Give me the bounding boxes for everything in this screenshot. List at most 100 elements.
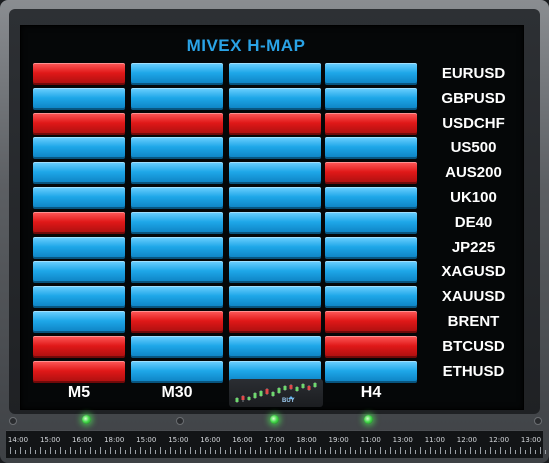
signal-cell-btcusd-sell[interactable]	[33, 335, 125, 358]
signal-cell-ethusd-buy[interactable]	[229, 360, 321, 383]
ruler-tick	[330, 447, 331, 454]
signal-cell-uk100-buy[interactable]	[131, 187, 223, 209]
time-axis-label: 13:00	[520, 436, 542, 444]
ruler-tick	[295, 450, 296, 454]
signal-cell-btcusd-buy[interactable]	[131, 335, 223, 358]
signal-cell-uk100-buy[interactable]	[229, 187, 321, 209]
ruler-tick	[365, 450, 366, 454]
signal-cell-ethusd-buy[interactable]	[131, 360, 223, 383]
ruler-tick	[105, 450, 106, 454]
signal-cell-usdchf-sell[interactable]	[131, 112, 223, 135]
ruler-tick	[355, 450, 356, 454]
signal-cell-gbpusd-buy[interactable]	[33, 87, 125, 110]
signal-cell-xagusd-buy[interactable]	[325, 261, 417, 284]
ruler-tick	[205, 450, 206, 454]
signal-cell-us500-buy[interactable]	[131, 137, 223, 160]
symbol-label: ETHUSD	[442, 362, 505, 380]
time-axis-label: 15:00	[39, 436, 61, 444]
symbol-label: BRENT	[447, 313, 500, 330]
signal-cell-xauusd-buy[interactable]	[325, 286, 417, 309]
ruler-tick	[345, 450, 346, 454]
signal-cell-brent-sell[interactable]	[131, 311, 223, 333]
ruler-tick	[40, 447, 41, 454]
signal-cell-usdchf-sell[interactable]	[325, 112, 417, 135]
mini-chart-thumbnail[interactable]: BUY	[229, 379, 323, 407]
signal-cell-xauusd-buy[interactable]	[33, 286, 125, 309]
signal-cell-aus200-buy[interactable]	[33, 162, 125, 185]
signal-cell-xauusd-buy[interactable]	[229, 286, 321, 309]
ruler-tick	[10, 447, 11, 454]
signal-cell-de40-buy[interactable]	[325, 211, 417, 234]
ruler-tick	[360, 447, 361, 454]
signal-cell-usdchf-sell[interactable]	[229, 112, 321, 135]
ruler-tick	[370, 447, 371, 454]
signal-cell-xagusd-buy[interactable]	[229, 261, 321, 284]
signal-cell-us500-buy[interactable]	[325, 137, 417, 160]
signal-cell-aus200-buy[interactable]	[229, 162, 321, 185]
ruler-tick	[335, 450, 336, 454]
ruler-tick	[465, 450, 466, 454]
signal-cell-brent-sell[interactable]	[229, 311, 321, 333]
ruler-tick	[275, 450, 276, 454]
status-led	[364, 415, 373, 424]
signal-cell-ethusd-buy[interactable]	[325, 360, 417, 383]
ruler-tick	[20, 447, 21, 454]
ruler-tick	[250, 447, 251, 454]
ruler-tick	[210, 447, 211, 454]
time-axis-label: 19:00	[328, 436, 349, 444]
signal-cell-btcusd-buy[interactable]	[229, 335, 321, 358]
time-axis-label: 16:00	[72, 436, 93, 444]
signal-cell-jp225-buy[interactable]	[33, 236, 125, 259]
signal-cell-jp225-buy[interactable]	[229, 236, 321, 259]
symbol-label: XAUUSD	[441, 288, 506, 306]
signal-cell-us500-buy[interactable]	[33, 137, 125, 160]
ruler-tick	[280, 447, 281, 454]
signal-cell-xagusd-buy[interactable]	[33, 261, 125, 284]
signal-cell-xauusd-buy[interactable]	[131, 286, 223, 309]
timeframe-m5[interactable]: M5	[67, 384, 91, 401]
timeframe-m30[interactable]: M30	[161, 384, 193, 401]
ruler-tick	[420, 447, 421, 454]
symbol-label: XAGUSD	[441, 263, 506, 281]
ruler-tick	[425, 450, 426, 454]
ruler-tick	[110, 447, 111, 454]
signal-cell-us500-buy[interactable]	[229, 137, 321, 160]
signal-cell-aus200-sell[interactable]	[325, 162, 417, 185]
ruler-tick	[460, 447, 461, 454]
signal-cell-eurusd-buy[interactable]	[229, 63, 321, 85]
signal-cell-btcusd-sell[interactable]	[325, 335, 417, 358]
signal-cell-aus200-buy[interactable]	[131, 162, 223, 185]
timeframe-h4[interactable]: H4	[360, 384, 382, 401]
ruler-tick	[155, 450, 156, 454]
ruler-tick	[160, 447, 161, 454]
signal-cell-eurusd-buy[interactable]	[325, 63, 417, 85]
signal-cell-usdchf-sell[interactable]	[33, 112, 125, 135]
ruler-tick	[225, 450, 226, 454]
signal-cell-eurusd-sell[interactable]	[33, 63, 125, 85]
signal-cell-xagusd-buy[interactable]	[131, 261, 223, 284]
signal-cell-eurusd-buy[interactable]	[131, 63, 223, 85]
signal-cell-brent-buy[interactable]	[33, 311, 125, 333]
signal-cell-jp225-buy[interactable]	[325, 236, 417, 259]
ruler-tick	[325, 450, 326, 454]
signal-cell-gbpusd-buy[interactable]	[325, 87, 417, 110]
panel-screw	[9, 417, 17, 425]
ruler-tick	[175, 450, 176, 454]
ruler-tick	[15, 450, 16, 454]
signal-cell-gbpusd-buy[interactable]	[229, 87, 321, 110]
signal-cell-de40-buy[interactable]	[229, 211, 321, 234]
ruler-tick	[90, 447, 91, 454]
status-led	[82, 415, 91, 424]
signal-cell-uk100-buy[interactable]	[325, 187, 417, 209]
ruler-tick	[55, 450, 56, 454]
signal-cell-de40-sell[interactable]	[33, 211, 125, 234]
signal-cell-ethusd-sell[interactable]	[33, 360, 125, 383]
signal-cell-jp225-buy[interactable]	[131, 236, 223, 259]
symbol-label: AUS200	[445, 164, 502, 182]
signal-cell-brent-sell[interactable]	[325, 311, 417, 333]
ruler-tick	[385, 450, 386, 454]
signal-cell-de40-buy[interactable]	[131, 211, 223, 234]
signal-cell-gbpusd-buy[interactable]	[131, 87, 223, 110]
signal-cell-uk100-buy[interactable]	[33, 187, 125, 209]
ruler-tick	[200, 447, 201, 454]
